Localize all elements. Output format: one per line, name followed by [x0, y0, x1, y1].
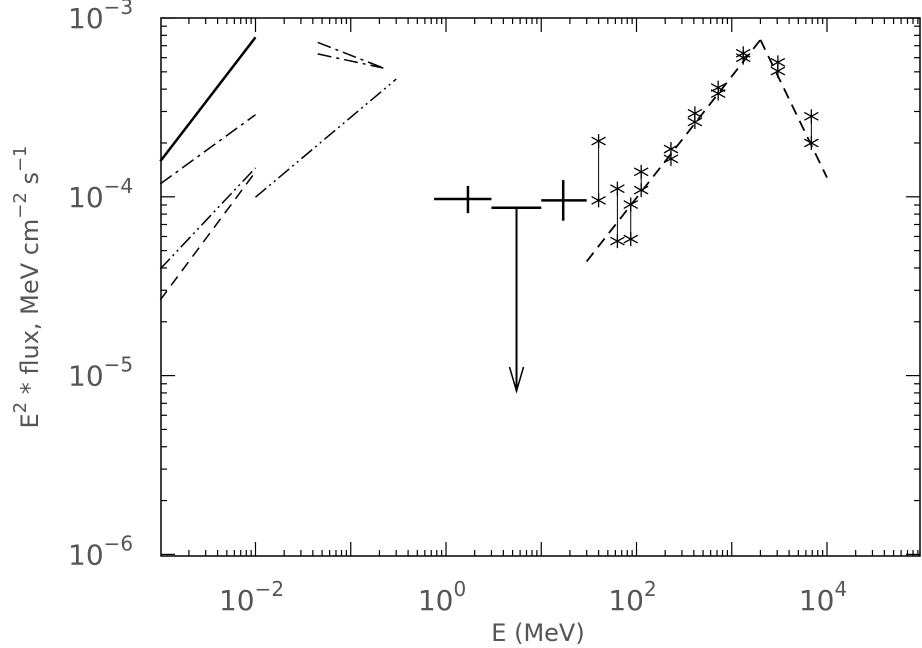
asterisk-stroke — [610, 184, 625, 194]
y-tick-exponent: −3 — [104, 0, 133, 19]
asterisk-stroke — [804, 138, 819, 148]
x-tick-exponent: 4 — [834, 577, 847, 601]
model-lines — [159, 36, 828, 301]
model-line-dashdot — [159, 114, 256, 185]
y-tick-base: 10 — [68, 2, 104, 35]
asterisk-point-lower — [770, 64, 786, 79]
asterisk-stroke — [710, 89, 726, 98]
asterisk-stroke — [633, 167, 649, 177]
y-tick-label: 10−3 — [68, 0, 133, 35]
asterisk-stroke — [610, 236, 625, 246]
asterisk-point-upper — [591, 134, 606, 149]
y-tick-exponent: −6 — [104, 531, 133, 555]
asterisk-stroke — [770, 57, 786, 67]
y-tick-label: 10−6 — [68, 531, 133, 571]
asterisk-point-lower — [633, 183, 649, 198]
model-line-dashdotdot — [159, 167, 257, 270]
asterisk-stroke — [591, 195, 606, 205]
y-label-sup3: −1 — [10, 146, 31, 173]
y-tick-label: 10−5 — [68, 353, 133, 393]
y-label-middle: * flux, MeV cm — [16, 219, 44, 402]
asterisk-stroke — [804, 111, 819, 121]
model-line-solid — [159, 36, 257, 163]
y-label-base: E — [16, 413, 44, 428]
data-points — [434, 46, 819, 394]
asterisk-point-upper — [633, 164, 649, 179]
y-tick-label: 10−4 — [68, 174, 133, 214]
model-line-dashdot — [317, 53, 384, 69]
asterisk-point-lower — [663, 151, 679, 166]
asterisk-point-lower — [623, 232, 639, 247]
y-label-sup1: 2 — [10, 402, 31, 413]
asterisk-point-lower — [591, 193, 606, 208]
asterisk-point-lower — [804, 135, 819, 150]
asterisk-stroke — [623, 234, 639, 244]
model-line-dashed — [759, 39, 828, 178]
asterisk-stroke — [663, 154, 679, 164]
y-tick-exponent: −4 — [104, 174, 133, 198]
y-tick-base: 10 — [68, 181, 104, 214]
x-tick-exponent: 2 — [644, 577, 657, 601]
asterisk-stroke — [687, 117, 703, 127]
asterisk-stroke — [623, 200, 639, 209]
asterisk-point-lower — [610, 234, 625, 249]
asterisk-stroke — [591, 136, 606, 146]
y-label-sup2: −2 — [10, 192, 31, 219]
x-tick-exponent: 0 — [453, 577, 466, 601]
x-axis-label: E (MeV) — [491, 619, 584, 647]
asterisk-point-upper — [623, 197, 639, 212]
x-tick-label: 104 — [799, 577, 847, 617]
model-line-dashed — [159, 171, 257, 301]
y-label-mid2: s — [16, 172, 44, 192]
y-tick-exponent: −5 — [104, 353, 133, 377]
x-tick-label: 10−2 — [219, 577, 284, 617]
asterisk-stroke — [633, 185, 649, 195]
asterisk-stroke — [663, 144, 679, 154]
upper-limit-arrowhead — [508, 366, 525, 394]
x-tick-label: 100 — [418, 577, 466, 617]
y-tick-base: 10 — [68, 538, 104, 571]
plot-frame — [160, 17, 921, 557]
asterisk-point-upper — [610, 181, 625, 196]
x-tick-base: 10 — [799, 584, 835, 617]
x-tick-base: 10 — [219, 584, 255, 617]
asterisk-point-lower — [687, 115, 703, 130]
asterisk-stroke — [735, 53, 751, 63]
x-tick-base: 10 — [418, 584, 454, 617]
model-line-dashdotdot — [255, 78, 397, 198]
asterisk-point-lower — [710, 86, 726, 101]
x-tick-label: 102 — [608, 577, 656, 617]
asterisk-stroke — [770, 66, 786, 76]
asterisk-point-upper — [804, 109, 819, 124]
asterisk-stroke — [687, 108, 703, 118]
axis-ticks — [161, 17, 920, 556]
x-tick-exponent: −2 — [255, 577, 284, 601]
model-line-dashed — [585, 39, 762, 262]
x-tick-base: 10 — [608, 584, 644, 617]
asterisk-point-lower — [735, 50, 751, 65]
model-line-dashdot — [317, 41, 384, 69]
y-tick-base: 10 — [68, 360, 104, 393]
y-axis-label: E2 * flux, MeV cm−2 s−1 — [10, 146, 44, 429]
